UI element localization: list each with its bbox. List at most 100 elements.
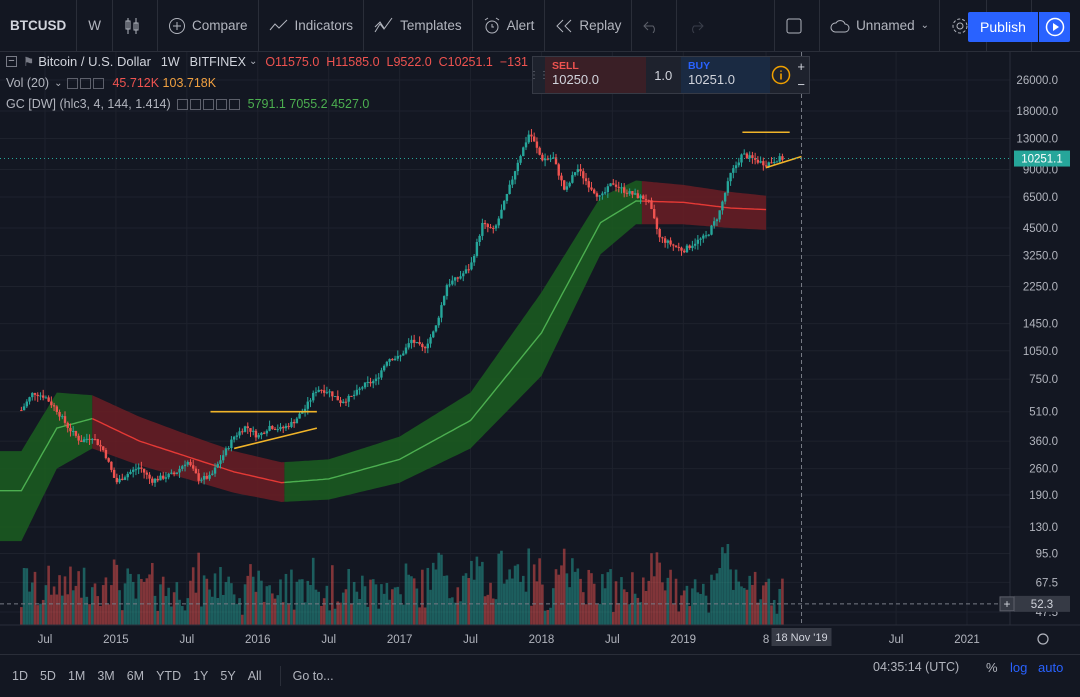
minus-icon[interactable]: −: [797, 76, 805, 92]
volume-bar: [641, 577, 645, 625]
volume-bar: [191, 567, 195, 625]
candle-body: [764, 165, 768, 167]
indicators-icon: [269, 19, 287, 30]
volume-bar: [410, 576, 413, 625]
settings-icon[interactable]: [80, 77, 92, 89]
eye-icon[interactable]: [67, 77, 79, 89]
range-3m[interactable]: 3M: [97, 669, 115, 683]
trendline[interactable]: [233, 427, 318, 450]
info-button[interactable]: [770, 57, 794, 93]
candle-body: [527, 134, 530, 143]
volume-bar: [704, 595, 708, 625]
candle-body: [582, 171, 585, 179]
candle-body: [688, 245, 691, 248]
alert-button[interactable]: Alert: [473, 0, 546, 52]
volume-bar: [112, 559, 116, 625]
percent-toggle[interactable]: %: [986, 660, 998, 675]
chart-area[interactable]: 38000.0 26000.0 18000.0 13000.0 9000.0 6500.0…: [0, 52, 1080, 654]
close-icon[interactable]: [228, 98, 240, 110]
plus-circle-icon: [169, 17, 185, 34]
drag-handle-icon[interactable]: ⋮⋮: [529, 69, 549, 81]
volume-bar: [189, 580, 192, 625]
clock[interactable]: 04:35:14 (UTC): [873, 660, 960, 674]
range-ytd[interactable]: YTD: [156, 669, 182, 683]
auto-toggle[interactable]: auto: [1038, 660, 1064, 675]
compare-button[interactable]: Compare: [158, 0, 259, 52]
candle-body: [677, 246, 680, 248]
plus-icon[interactable]: +: [797, 58, 805, 74]
range-1m[interactable]: 1M: [67, 669, 86, 683]
price-chart[interactable]: 38000.0 26000.0 18000.0 13000.0 9000.0 6500.0…: [0, 52, 1080, 654]
candle-body: [532, 136, 536, 142]
volume-bar: [478, 566, 481, 625]
chevron-down-icon[interactable]: ⌄: [248, 56, 258, 67]
candle-body: [205, 475, 209, 479]
trendline[interactable]: [765, 155, 802, 169]
candle-body: [366, 381, 369, 383]
candle-body: [82, 439, 86, 442]
play-button[interactable]: [1039, 12, 1070, 42]
replay-button[interactable]: Replay: [545, 0, 633, 52]
redo-button[interactable]: [677, 0, 774, 52]
volume-bar: [590, 573, 593, 625]
quantity-field[interactable]: 1.0: [654, 67, 673, 83]
candle-body: [232, 436, 236, 440]
candle-body: [445, 285, 449, 297]
buy-button[interactable]: BUY 10251.0: [680, 57, 770, 93]
templates-button[interactable]: Templates: [364, 0, 473, 52]
chart-type-button[interactable]: [113, 0, 158, 52]
volume-bar: [156, 610, 160, 625]
add-alert-icon[interactable]: [999, 596, 1015, 612]
fullscreen-layout-button[interactable]: [774, 0, 821, 52]
range-1d[interactable]: 1D: [12, 669, 28, 683]
volume-bar: [644, 590, 648, 625]
indicators-button[interactable]: Indicators: [259, 0, 365, 52]
collapse-icon[interactable]: −: [6, 56, 17, 67]
x-tick-label: Jul: [889, 634, 904, 646]
layout-name-button[interactable]: Unnamed ⌄: [820, 0, 940, 52]
interval-selector[interactable]: W: [77, 0, 113, 52]
candle-body: [306, 401, 309, 409]
range-5d[interactable]: 5D: [39, 669, 56, 683]
candle-body: [650, 200, 653, 210]
close-icon[interactable]: [93, 77, 105, 89]
settings-icon[interactable]: [189, 98, 201, 110]
more-icon[interactable]: [215, 98, 227, 110]
symbol-search[interactable]: BTCUSD: [0, 0, 78, 52]
publish-button[interactable]: Publish: [968, 12, 1038, 42]
candle-body: [693, 243, 697, 246]
candle-body: [562, 180, 566, 190]
candle-body: [369, 381, 372, 384]
quantity-stepper[interactable]: + −: [793, 57, 809, 93]
time-axis[interactable]: [0, 625, 1080, 654]
candle-body: [249, 428, 252, 432]
x-tick-label: 2017: [387, 634, 413, 646]
range-1y[interactable]: 1Y: [193, 669, 209, 683]
range-all[interactable]: All: [247, 669, 262, 683]
goto-button[interactable]: Go to...: [292, 669, 334, 683]
volume-bar: [778, 588, 781, 625]
source-icon[interactable]: [202, 98, 214, 110]
info-icon: [772, 65, 791, 85]
alarm-clock-icon: [484, 17, 499, 33]
undo-button[interactable]: [632, 0, 678, 52]
indicators-label: Indicators: [294, 18, 354, 33]
candle-body: [434, 325, 438, 332]
range-5y[interactable]: 5Y: [220, 669, 236, 683]
candle-body: [25, 401, 29, 407]
candle-body: [756, 159, 760, 163]
candle-body: [186, 462, 189, 465]
chevron-down-icon[interactable]: ⌄: [54, 77, 63, 89]
candle-body: [453, 277, 457, 281]
volume-bar: [470, 560, 473, 625]
log-toggle[interactable]: log: [1010, 660, 1028, 675]
candle-body: [96, 439, 99, 445]
eye-icon[interactable]: [176, 98, 188, 110]
candle-body: [112, 469, 116, 478]
range-6m[interactable]: 6M: [126, 669, 145, 683]
gear-icon[interactable]: [1037, 633, 1049, 645]
volume-bar: [538, 558, 541, 625]
chevron-down-icon: ⌄: [920, 20, 929, 31]
sell-button[interactable]: SELL 10250.0: [545, 57, 646, 93]
candle-body: [732, 168, 735, 173]
